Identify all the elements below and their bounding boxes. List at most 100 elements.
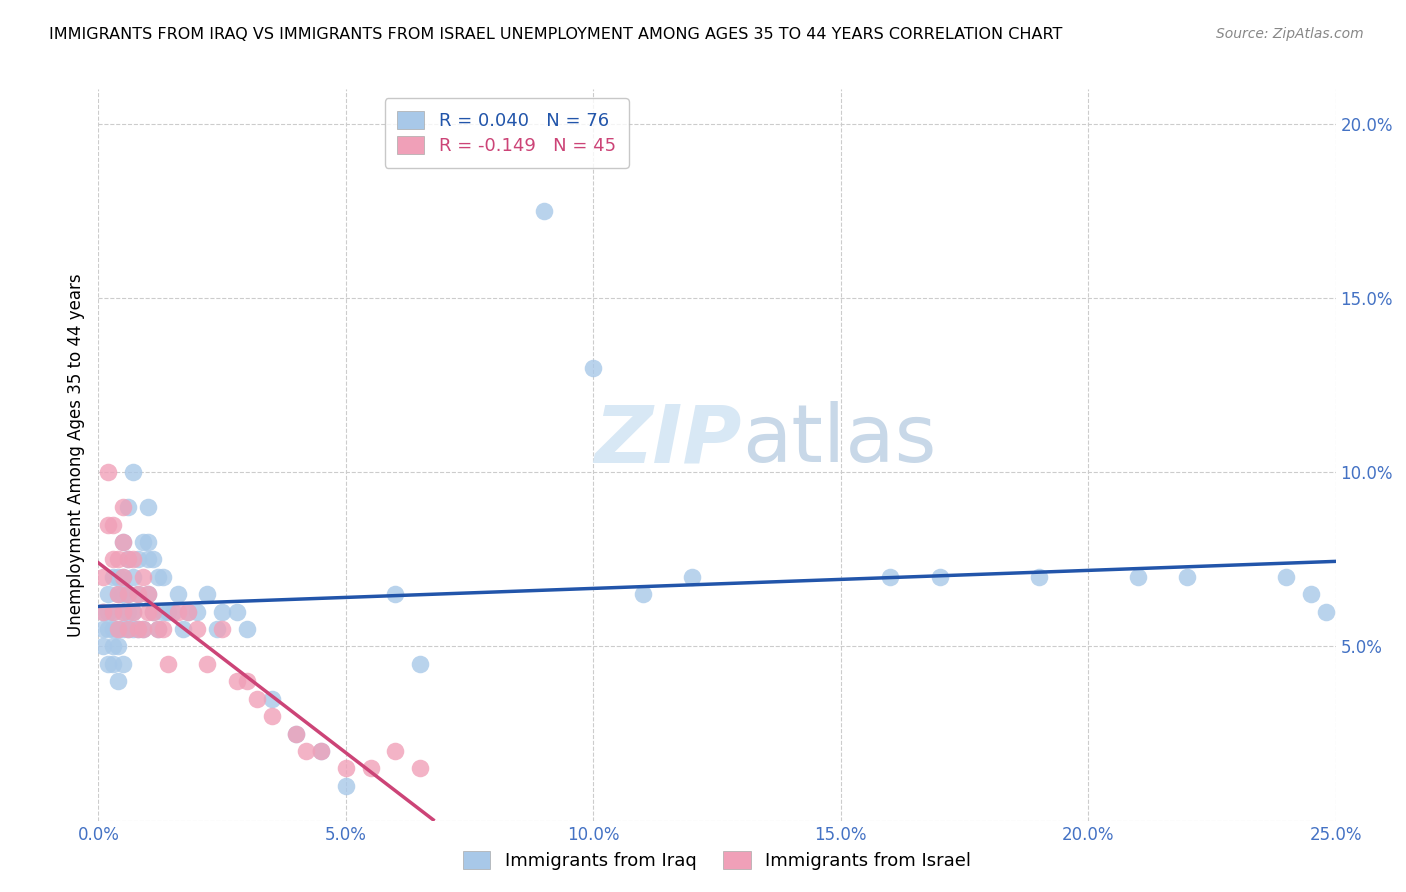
Point xyxy=(172,622,194,636)
Point xyxy=(127,622,149,636)
Point xyxy=(117,587,139,601)
Point xyxy=(142,605,165,619)
Point xyxy=(127,622,149,636)
Point xyxy=(156,657,179,671)
Point xyxy=(103,657,125,671)
Point xyxy=(97,622,120,636)
Point xyxy=(107,622,129,636)
Point xyxy=(1299,587,1322,601)
Point xyxy=(122,552,145,566)
Point xyxy=(226,674,249,689)
Point xyxy=(295,744,318,758)
Text: ZIP: ZIP xyxy=(595,401,742,479)
Point xyxy=(335,761,357,775)
Point xyxy=(103,517,125,532)
Point xyxy=(93,640,115,654)
Point xyxy=(93,605,115,619)
Point xyxy=(112,535,135,549)
Point xyxy=(384,587,406,601)
Point xyxy=(103,552,125,566)
Point xyxy=(146,622,169,636)
Point xyxy=(409,657,432,671)
Point xyxy=(132,570,155,584)
Point xyxy=(928,570,950,584)
Point xyxy=(236,622,259,636)
Point xyxy=(260,691,283,706)
Point xyxy=(166,605,188,619)
Point xyxy=(136,587,159,601)
Legend: Immigrants from Iraq, Immigrants from Israel: Immigrants from Iraq, Immigrants from Is… xyxy=(456,844,979,878)
Point xyxy=(136,605,159,619)
Point xyxy=(97,517,120,532)
Point xyxy=(132,622,155,636)
Point xyxy=(93,605,115,619)
Point xyxy=(122,466,145,480)
Point xyxy=(93,570,115,584)
Point xyxy=(112,605,135,619)
Point xyxy=(117,552,139,566)
Point xyxy=(409,761,432,775)
Point xyxy=(103,622,125,636)
Point xyxy=(97,587,120,601)
Point xyxy=(122,570,145,584)
Point xyxy=(117,500,139,515)
Point xyxy=(93,622,115,636)
Point xyxy=(127,552,149,566)
Point xyxy=(360,761,382,775)
Text: Source: ZipAtlas.com: Source: ZipAtlas.com xyxy=(1216,27,1364,41)
Point xyxy=(236,674,259,689)
Point xyxy=(112,570,135,584)
Point xyxy=(103,570,125,584)
Point xyxy=(285,726,308,740)
Point xyxy=(112,570,135,584)
Point xyxy=(166,587,188,601)
Point xyxy=(117,552,139,566)
Point xyxy=(1126,570,1149,584)
Point xyxy=(879,570,901,584)
Point xyxy=(152,622,174,636)
Point xyxy=(112,605,135,619)
Point xyxy=(103,605,125,619)
Point xyxy=(335,779,357,793)
Point xyxy=(107,552,129,566)
Point xyxy=(176,605,198,619)
Point xyxy=(533,204,555,219)
Point xyxy=(681,570,703,584)
Point xyxy=(132,622,155,636)
Point xyxy=(1028,570,1050,584)
Point xyxy=(309,744,332,758)
Point xyxy=(107,640,129,654)
Point xyxy=(132,535,155,549)
Point xyxy=(117,622,139,636)
Point xyxy=(1175,570,1198,584)
Point xyxy=(142,605,165,619)
Point xyxy=(156,605,179,619)
Point xyxy=(1315,605,1337,619)
Point xyxy=(112,622,135,636)
Point xyxy=(103,605,125,619)
Point xyxy=(384,744,406,758)
Point xyxy=(176,605,198,619)
Point xyxy=(97,466,120,480)
Point xyxy=(631,587,654,601)
Point xyxy=(136,535,159,549)
Point xyxy=(285,726,308,740)
Point xyxy=(127,587,149,601)
Point xyxy=(97,657,120,671)
Point xyxy=(146,570,169,584)
Point xyxy=(112,500,135,515)
Point xyxy=(226,605,249,619)
Point xyxy=(211,605,233,619)
Point xyxy=(112,657,135,671)
Point xyxy=(107,674,129,689)
Point xyxy=(205,622,228,636)
Point xyxy=(112,535,135,549)
Point xyxy=(186,605,208,619)
Y-axis label: Unemployment Among Ages 35 to 44 years: Unemployment Among Ages 35 to 44 years xyxy=(66,273,84,637)
Point xyxy=(142,552,165,566)
Point xyxy=(117,605,139,619)
Point xyxy=(117,622,139,636)
Point xyxy=(152,605,174,619)
Point xyxy=(1275,570,1298,584)
Text: IMMIGRANTS FROM IRAQ VS IMMIGRANTS FROM ISRAEL UNEMPLOYMENT AMONG AGES 35 TO 44 : IMMIGRANTS FROM IRAQ VS IMMIGRANTS FROM … xyxy=(49,27,1063,42)
